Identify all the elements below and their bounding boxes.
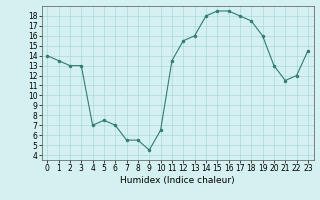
X-axis label: Humidex (Indice chaleur): Humidex (Indice chaleur) xyxy=(120,176,235,185)
